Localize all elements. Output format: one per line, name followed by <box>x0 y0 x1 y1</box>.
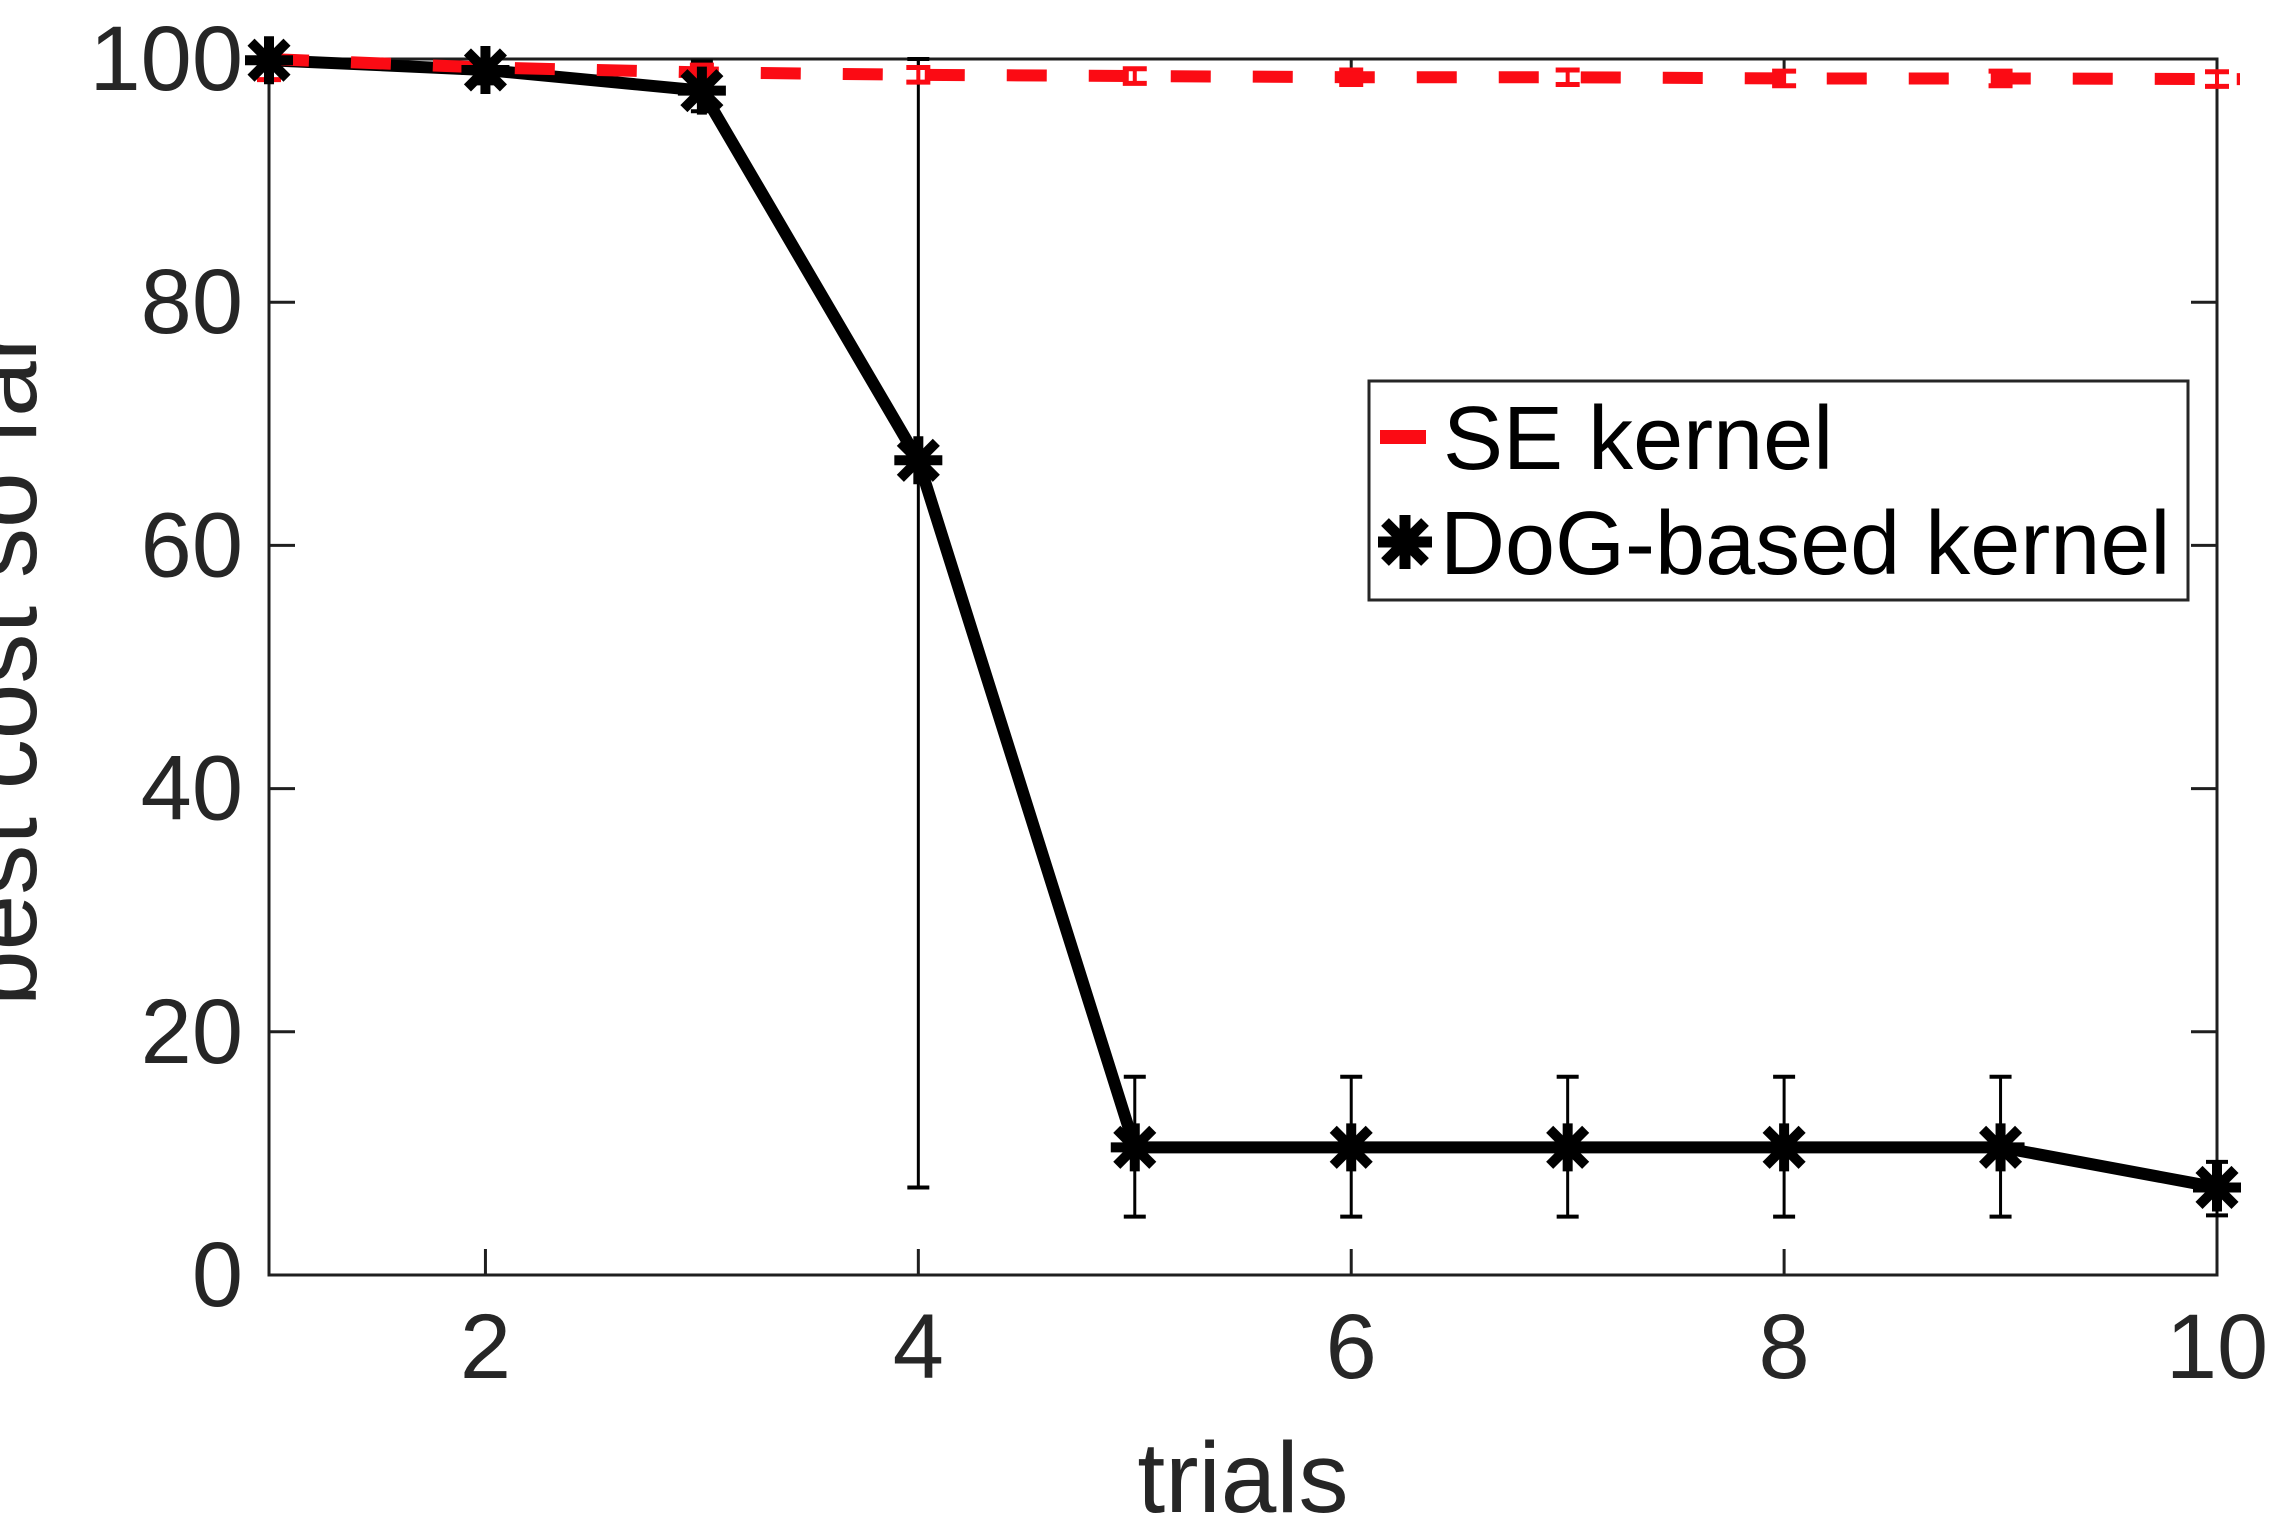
dog-marker-spoke-d2 <box>463 48 507 92</box>
dog-marker <box>677 66 726 115</box>
dog-marker <box>1543 1123 1592 1172</box>
dog-marker-spoke-d2 <box>1979 1125 2023 1169</box>
se-errorbar <box>906 65 931 85</box>
dog-marker-spoke-d2 <box>1546 1125 1590 1169</box>
x-tick-label: 4 <box>893 1296 944 1398</box>
dog-marker-spoke-d2 <box>1113 1125 1157 1169</box>
dog-marker <box>461 45 510 94</box>
dog-marker-spoke-d2 <box>896 438 940 482</box>
dog-marker <box>894 436 943 485</box>
dog-marker <box>1110 1123 1159 1172</box>
legend-box <box>1367 379 2190 602</box>
dog-marker <box>1976 1123 2025 1172</box>
x-tick-label: 8 <box>1759 1296 1810 1398</box>
dog-marker <box>245 36 293 85</box>
se-errorbar <box>2205 69 2229 89</box>
legend-marker-dog-based-kernel-spoke-d2 <box>1381 518 1429 566</box>
legend-marker-dog-based-kernel <box>1378 515 1432 569</box>
plot-box <box>267 57 2219 1277</box>
dog-marker-spoke-d2 <box>1329 1125 1373 1169</box>
se-kernel-line <box>268 53 2240 86</box>
se-errorbar <box>1122 66 1147 86</box>
x-tick-label: 10 <box>2166 1296 2268 1398</box>
y-tick-label: 20 <box>141 981 243 1083</box>
x-axis-label: trials <box>1137 1422 1348 1532</box>
dog-marker <box>1760 1123 1809 1172</box>
x-tick-label: 2 <box>460 1296 511 1398</box>
se-errorbar <box>1555 67 1580 88</box>
dog-errorbar <box>907 57 930 1190</box>
dog-kernel-line <box>263 54 2223 1194</box>
legend-label-se-kernel: SE kernel <box>1443 389 1833 489</box>
dog-marker-spoke-d2 <box>1762 1125 1806 1169</box>
y-tick-label: 60 <box>141 494 243 596</box>
legend-label-dog-based-kernel: DoG-based kernel <box>1440 494 2170 594</box>
y-tick-label: 0 <box>192 1224 243 1326</box>
dog-marker-spoke-d2 <box>247 38 291 82</box>
dog-marker-spoke-d2 <box>680 69 724 113</box>
y-axis-label: best cost so far <box>0 328 58 1006</box>
y-tick-label: 80 <box>141 251 243 353</box>
dog-marker-spoke-d2 <box>2195 1165 2239 1209</box>
dog-marker <box>2193 1163 2241 1212</box>
y-tick-label: 100 <box>90 8 244 110</box>
y-tick-label: 40 <box>141 738 243 840</box>
x-tick-label: 6 <box>1326 1296 1377 1398</box>
dog-marker <box>1327 1123 1376 1172</box>
